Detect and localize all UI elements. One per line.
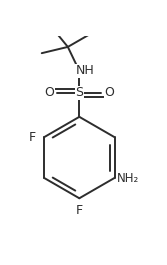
Text: O: O [45,86,54,99]
Text: F: F [29,131,36,144]
Text: NH: NH [76,64,95,77]
Text: S: S [75,86,83,99]
Text: NH₂: NH₂ [117,173,139,186]
Text: F: F [76,204,83,217]
Text: O: O [104,86,114,99]
